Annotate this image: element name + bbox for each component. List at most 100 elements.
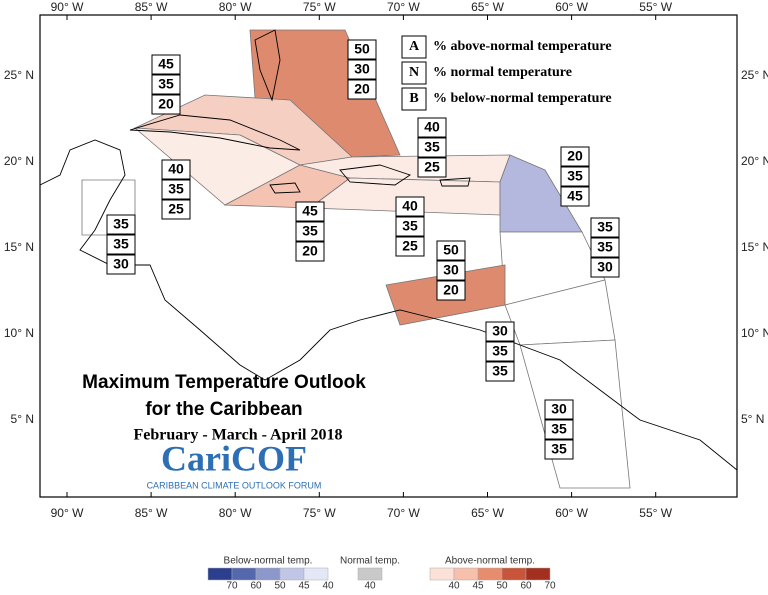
probability: 30 bbox=[354, 61, 370, 77]
probability: 35 bbox=[597, 219, 613, 235]
label-box bbox=[151, 74, 181, 95]
legend-tick: 45 bbox=[298, 581, 310, 590]
lon-label-bottom: 55° W bbox=[639, 506, 672, 520]
probability: 30 bbox=[443, 262, 459, 278]
label-box bbox=[436, 280, 466, 301]
label-box bbox=[485, 361, 515, 382]
key-letter: B bbox=[409, 91, 418, 106]
label-box bbox=[161, 179, 191, 200]
label-box bbox=[436, 260, 466, 281]
map-frame bbox=[39, 14, 738, 498]
key-letter: A bbox=[409, 39, 420, 54]
swatch bbox=[501, 567, 527, 581]
probability: 30 bbox=[597, 259, 613, 275]
label-box bbox=[560, 186, 590, 207]
label-box bbox=[347, 59, 377, 80]
swatch bbox=[477, 567, 503, 581]
probability: 45 bbox=[302, 203, 318, 219]
legend-title: Above-normal temp. bbox=[445, 556, 535, 567]
lat-label-left: 25° N bbox=[4, 68, 34, 82]
label-box bbox=[395, 216, 425, 237]
probability: 35 bbox=[551, 441, 567, 457]
label-box bbox=[295, 241, 325, 262]
label-box bbox=[161, 199, 191, 220]
probability: 35 bbox=[113, 236, 129, 252]
legend-title: Below-normal temp. bbox=[224, 556, 313, 567]
label-box bbox=[347, 79, 377, 100]
label-box bbox=[395, 196, 425, 217]
key-text: % normal temperature bbox=[433, 65, 572, 80]
label-box bbox=[560, 146, 590, 167]
probability: 25 bbox=[424, 159, 440, 175]
lat-label-left: 5° N bbox=[11, 412, 34, 426]
lon-label-bottom: 85° W bbox=[135, 506, 168, 520]
legend-tick: 60 bbox=[250, 581, 262, 590]
lon-label-top: 85° W bbox=[135, 0, 168, 14]
lon-label-bottom: 90° W bbox=[51, 506, 84, 520]
probability: 45 bbox=[158, 56, 174, 72]
label-box bbox=[106, 234, 136, 255]
legend-tick: 40 bbox=[364, 581, 376, 590]
lat-label-right: 20° N bbox=[741, 154, 768, 168]
probability: 25 bbox=[402, 238, 418, 254]
label-box bbox=[395, 236, 425, 257]
label-box bbox=[590, 217, 620, 238]
probability: 40 bbox=[402, 198, 418, 214]
logo-tagline: CARIBBEAN CLIMATE OUTLOOK FORUM bbox=[147, 480, 322, 490]
legend-tick: 60 bbox=[520, 581, 532, 590]
legend-tick: 50 bbox=[274, 581, 286, 590]
probability: 35 bbox=[168, 181, 184, 197]
label-box bbox=[161, 159, 191, 180]
logo: CariCOF bbox=[161, 438, 307, 478]
lon-label-top: 65° W bbox=[471, 0, 504, 14]
probability: 45 bbox=[567, 188, 583, 204]
lat-label-right: 15° N bbox=[741, 240, 768, 254]
label-box bbox=[106, 254, 136, 275]
key-text: % above-normal temperature bbox=[433, 39, 612, 54]
label-box bbox=[436, 240, 466, 261]
lat-label-right: 5° N bbox=[741, 412, 764, 426]
probability: 35 bbox=[302, 223, 318, 239]
season: February - March - April 2018 bbox=[133, 427, 342, 444]
swatch bbox=[255, 567, 281, 581]
lon-label-bottom: 60° W bbox=[555, 506, 588, 520]
probability: 35 bbox=[551, 421, 567, 437]
probability: 35 bbox=[492, 363, 508, 379]
legend-tick: 40 bbox=[448, 581, 460, 590]
probability: 30 bbox=[113, 256, 129, 272]
probability: 20 bbox=[158, 96, 174, 112]
probability: 40 bbox=[424, 119, 440, 135]
label-box bbox=[151, 94, 181, 115]
key-box bbox=[401, 35, 427, 59]
label-box bbox=[560, 166, 590, 187]
lon-label-bottom: 80° W bbox=[219, 506, 252, 520]
lon-label-top: 70° W bbox=[387, 0, 420, 14]
lat-label-left: 15° N bbox=[4, 240, 34, 254]
coastlines bbox=[39, 29, 738, 471]
probability: 25 bbox=[168, 201, 184, 217]
swatch bbox=[429, 567, 455, 581]
legend-title: Normal temp. bbox=[340, 556, 400, 567]
probability: 35 bbox=[597, 239, 613, 255]
lat-label-left: 10° N bbox=[4, 326, 34, 340]
label-box bbox=[590, 257, 620, 278]
legend-tick: 40 bbox=[322, 581, 334, 590]
label-box bbox=[347, 39, 377, 60]
lon-label-top: 80° W bbox=[219, 0, 252, 14]
probability: 50 bbox=[354, 41, 370, 57]
lon-label-top: 55° W bbox=[639, 0, 672, 14]
probability: 35 bbox=[567, 168, 583, 184]
swatch bbox=[357, 567, 383, 581]
lon-label-top: 90° W bbox=[51, 0, 84, 14]
swatch bbox=[525, 567, 551, 581]
key-letter: N bbox=[409, 65, 419, 80]
label-box bbox=[485, 341, 515, 362]
legend-tick: 45 bbox=[472, 581, 484, 590]
label-box bbox=[590, 237, 620, 258]
lon-label-top: 75° W bbox=[303, 0, 336, 14]
label-box bbox=[544, 439, 574, 460]
label-box bbox=[417, 117, 447, 138]
key-text: % below-normal temperature bbox=[433, 91, 612, 106]
lat-label-left: 20° N bbox=[4, 154, 34, 168]
